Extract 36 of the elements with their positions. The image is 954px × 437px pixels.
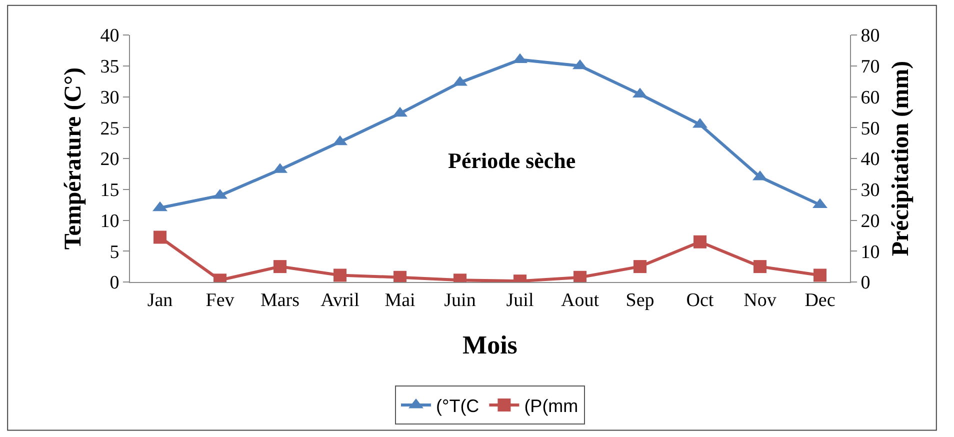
y-tick-label: 25 [100,118,120,140]
y2-tick-label: 30 [860,180,880,202]
annotation: Période sèche [448,148,576,173]
y2-tick-label: 40 [860,149,880,170]
x-axis-title: Mois [462,330,518,360]
x-tick-label: Oct [686,290,714,311]
x-tick-label: Mai [384,290,416,311]
y2-axis-title: Précipitation (mm) [888,60,914,256]
y-tick-label: 0 [110,272,120,294]
x-tick-label: Sep [626,290,654,311]
x-tick-label: Juin [444,290,476,311]
y-tick-label: 30 [100,87,120,108]
x-tick-label: Dec [804,290,836,311]
x-tick-label: Aout [561,290,600,311]
y2-tick-label: 50 [860,118,880,140]
x-tick-label: Avril [320,290,360,311]
y2-tick-label: 20 [860,210,880,232]
x-tick-label: Nov [744,290,777,311]
y2-tick-label: 60 [860,87,880,108]
y2-tick-label: 80 [860,26,880,47]
x-tick-label: Jan [147,290,174,311]
y2-tick-label: 10 [860,242,880,263]
legend-label: (°T(C [436,396,480,416]
y-tick-label: 15 [100,180,120,202]
legend-label: (P(mm [524,396,578,416]
y-tick-label: 40 [100,26,120,47]
y-tick-label: 5 [110,242,120,263]
y2-tick-label: 0 [860,272,870,294]
x-tick-label: Mars [260,290,300,311]
y-axis-title: Température (C°) [60,67,86,250]
y-tick-label: 35 [100,56,120,78]
y-tick-label: 20 [100,149,120,170]
y2-tick-label: 70 [860,56,880,78]
y-tick-label: 10 [100,210,120,232]
x-tick-label: Fev [206,290,235,311]
x-tick-label: Juil [506,290,534,311]
